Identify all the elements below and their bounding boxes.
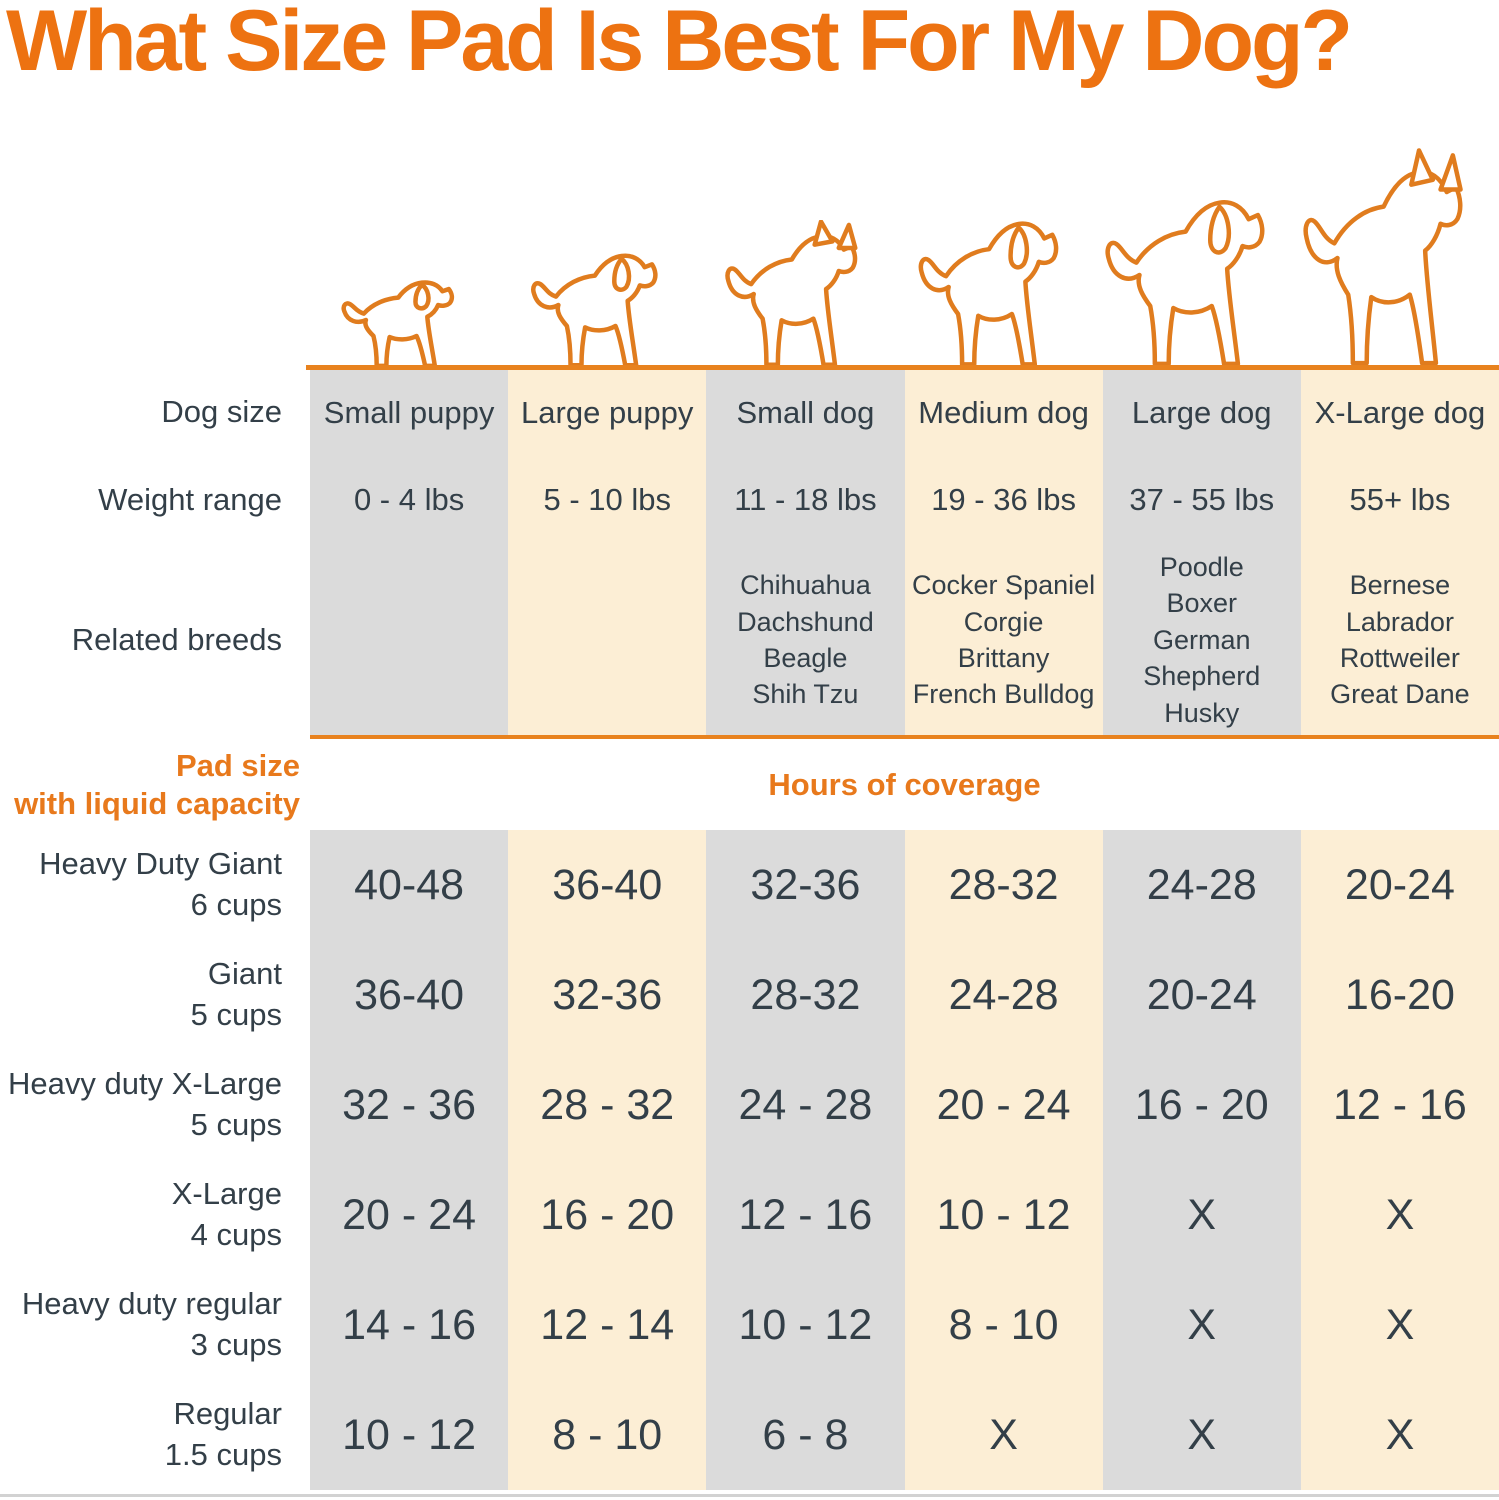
hours-cell: 10 - 12: [904, 1160, 1103, 1270]
breeds-cell: [310, 545, 509, 735]
pad-row-label: Giant 5 cups: [0, 940, 310, 1050]
pad-capacity: 5 cups: [190, 1107, 282, 1142]
pad-capacity: 3 cups: [190, 1327, 282, 1362]
weight-range-cell: 55+ lbs: [1300, 455, 1499, 545]
hours-of-coverage-label: Hours of coverage: [768, 766, 1041, 802]
hours-table: Heavy Duty Giant 6 cups 40-48 36-40 32-3…: [0, 830, 1499, 1490]
hours-cell: 24-28: [904, 940, 1103, 1050]
hours-cell: 8 - 10: [904, 1270, 1103, 1380]
weight-range-cell: 11 - 18 lbs: [706, 455, 905, 545]
hours-cell: 12 - 16: [706, 1160, 905, 1270]
dog-size-cell: Small puppy: [310, 370, 509, 455]
hours-cell: 20-24: [1300, 830, 1499, 940]
hours-cell: X: [904, 1380, 1103, 1490]
breeds-cell: [508, 545, 707, 735]
pad-size-label-line1: Pad size: [175, 748, 300, 784]
pad-name: X-Large: [171, 1176, 282, 1212]
hours-cell: 36-40: [508, 830, 707, 940]
hours-cell: 28-32: [904, 830, 1103, 940]
hours-cell: 10 - 12: [310, 1380, 509, 1490]
hours-cell: 6 - 8: [706, 1380, 905, 1490]
breeds-cell: Cocker Spaniel Corgie Brittany French Bu…: [904, 545, 1103, 735]
medium-dog-icon: [915, 206, 1090, 368]
weight-range-row-label: Weight range: [0, 455, 310, 545]
pad-capacity: 5 cups: [190, 997, 282, 1032]
hours-cell: 32-36: [508, 940, 707, 1050]
x-large-dog-icon: [1299, 148, 1499, 368]
hours-cell: 16 - 20: [1102, 1050, 1301, 1160]
hours-cell: 12 - 16: [1300, 1050, 1499, 1160]
dog-size-cell: X-Large dog: [1300, 370, 1499, 455]
hours-cell: X: [1300, 1270, 1499, 1380]
pad-size-section-label: Pad size with liquid capacity: [0, 739, 300, 830]
large-dog-icon: [1101, 182, 1301, 368]
pad-name: Heavy duty regular: [21, 1286, 282, 1322]
page-title: What Size Pad Is Best For My Dog?: [6, 0, 1353, 89]
hours-cell: 10 - 12: [706, 1270, 905, 1380]
header-table: Dog size Small puppy Large puppy Small d…: [0, 370, 1499, 735]
hours-cell: 24-28: [1102, 830, 1301, 940]
dog-size-cell: Large dog: [1102, 370, 1301, 455]
hours-cell: X: [1102, 1160, 1301, 1270]
pad-name: Giant: [207, 956, 282, 992]
section-band: Pad size with liquid capacity Hours of c…: [0, 739, 1499, 830]
hours-cell: 32-36: [706, 830, 905, 940]
small-puppy-icon: [339, 272, 479, 368]
pad-row-label: Regular 1.5 cups: [0, 1380, 310, 1490]
hours-cell: X: [1300, 1380, 1499, 1490]
pad-name: Regular: [173, 1396, 282, 1432]
dog-size-cell: Large puppy: [508, 370, 707, 455]
hours-cell: 8 - 10: [508, 1380, 707, 1490]
hours-cell: 20 - 24: [904, 1050, 1103, 1160]
large-puppy-icon: [528, 242, 686, 368]
pad-capacity: 1.5 cups: [164, 1437, 282, 1472]
small-dog-icon: [722, 220, 887, 368]
pad-row-label: Heavy Duty Giant 6 cups: [0, 830, 310, 940]
hours-cell: 16 - 20: [508, 1160, 707, 1270]
section-divider-line: [310, 735, 1499, 739]
breeds-cell: Chihuahua Dachshund Beagle Shih Tzu: [706, 545, 905, 735]
pad-name: Heavy Duty Giant: [39, 846, 282, 882]
weight-range-cell: 19 - 36 lbs: [904, 455, 1103, 545]
related-breeds-row-label: Related breeds: [0, 545, 310, 735]
weight-range-cell: 37 - 55 lbs: [1102, 455, 1301, 545]
breeds-cell: Poodle Boxer German Shepherd Husky: [1102, 545, 1301, 735]
hours-cell: 36-40: [310, 940, 509, 1050]
pad-capacity: 4 cups: [190, 1217, 282, 1252]
pad-row-label: Heavy duty X-Large 5 cups: [0, 1050, 310, 1160]
hours-cell: 16-20: [1300, 940, 1499, 1050]
weight-range-cell: 0 - 4 lbs: [310, 455, 509, 545]
breeds-cell: Bernese Labrador Rottweiler Great Dane: [1300, 545, 1499, 735]
pad-row-label: X-Large 4 cups: [0, 1160, 310, 1270]
hours-cell: 40-48: [310, 830, 509, 940]
hours-cell: 20-24: [1102, 940, 1301, 1050]
pad-row-label: Heavy duty regular 3 cups: [0, 1270, 310, 1380]
pad-size-label-line2: with liquid capacity: [14, 785, 300, 821]
hours-cell: 28 - 32: [508, 1050, 707, 1160]
hours-cell: 32 - 36: [310, 1050, 509, 1160]
dog-size-cell: Small dog: [706, 370, 905, 455]
hours-cell: X: [1300, 1160, 1499, 1270]
hours-cell: 28-32: [706, 940, 905, 1050]
hours-cell: 14 - 16: [310, 1270, 509, 1380]
weight-range-cell: 5 - 10 lbs: [508, 455, 707, 545]
pad-capacity: 6 cups: [190, 887, 282, 922]
hours-cell: X: [1102, 1270, 1301, 1380]
dog-size-row-label: Dog size: [0, 370, 310, 455]
hours-cell: 20 - 24: [310, 1160, 509, 1270]
pad-name: Heavy duty X-Large: [8, 1066, 282, 1102]
hours-cell: 12 - 14: [508, 1270, 707, 1380]
bottom-edge-line: [0, 1494, 1499, 1497]
dog-size-cell: Medium dog: [904, 370, 1103, 455]
hours-cell: X: [1102, 1380, 1301, 1490]
hours-cell: 24 - 28: [706, 1050, 905, 1160]
ground-line: [306, 365, 1499, 370]
